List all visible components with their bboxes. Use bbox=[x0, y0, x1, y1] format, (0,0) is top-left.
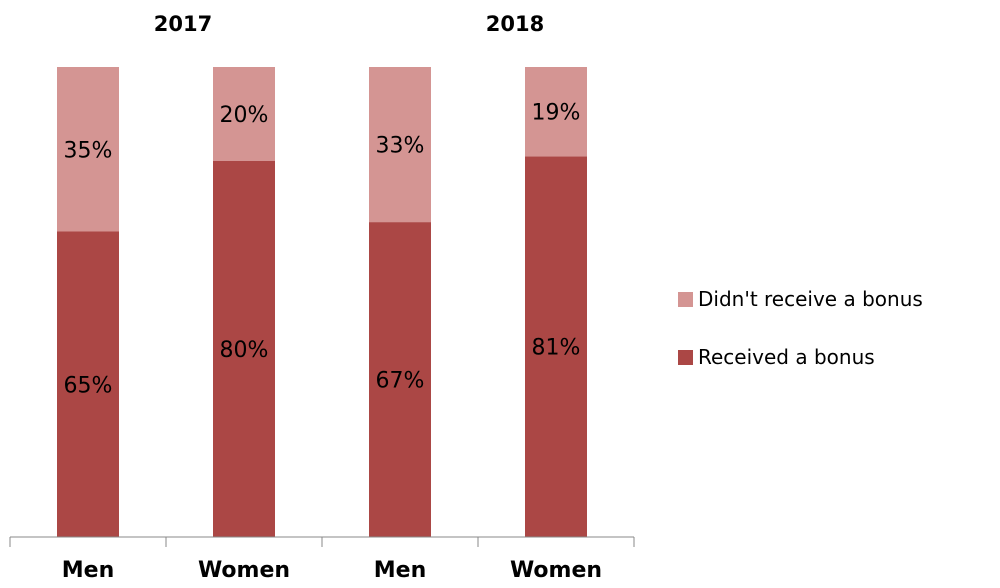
data-label-didnt-receive-men-2017: 35% bbox=[64, 138, 113, 163]
data-label-didnt-receive-men-2018: 33% bbox=[376, 134, 425, 159]
bar-segment-didnt-receive-women-2018 bbox=[525, 67, 587, 157]
data-label-didnt-receive-women-2017: 20% bbox=[220, 103, 269, 128]
category-label-women-2018: Women bbox=[509, 558, 603, 583]
bar-segment-didnt-receive-women-2017 bbox=[213, 67, 275, 161]
legend-label-received: Received a bonus bbox=[698, 345, 875, 369]
legend-item-didnt-receive: Didn't receive a bonus bbox=[678, 284, 923, 314]
bar-segment-didnt-receive-men-2018 bbox=[369, 67, 431, 223]
category-label-men-2017: Men bbox=[61, 558, 115, 583]
legend-swatch-didnt-receive bbox=[678, 291, 693, 307]
group-label-2017: 2017 bbox=[153, 12, 213, 36]
category-label-women-2017: Women bbox=[197, 558, 291, 583]
bar-segment-received-women-2017 bbox=[213, 161, 275, 537]
legend-label-didnt-receive: Didn't receive a bonus bbox=[698, 287, 923, 311]
legend: Didn't receive a bonus Received a bonus bbox=[678, 284, 923, 400]
data-label-received-women-2017: 80% bbox=[220, 338, 269, 363]
bar-segment-didnt-receive-men-2017 bbox=[57, 67, 119, 232]
data-label-didnt-receive-women-2018: 19% bbox=[532, 101, 581, 126]
bar-segment-received-women-2018 bbox=[525, 156, 587, 538]
category-label-men-2018: Men bbox=[373, 558, 427, 583]
legend-item-received: Received a bonus bbox=[678, 342, 923, 372]
bar-segment-received-men-2017 bbox=[57, 231, 119, 537]
data-label-received-women-2018: 81% bbox=[532, 336, 581, 361]
group-label-2018: 2018 bbox=[485, 12, 545, 36]
legend-swatch-received bbox=[678, 349, 693, 365]
data-label-received-men-2017: 65% bbox=[64, 373, 113, 398]
data-label-received-men-2018: 67% bbox=[376, 369, 425, 394]
bar-segment-received-men-2018 bbox=[369, 222, 431, 537]
